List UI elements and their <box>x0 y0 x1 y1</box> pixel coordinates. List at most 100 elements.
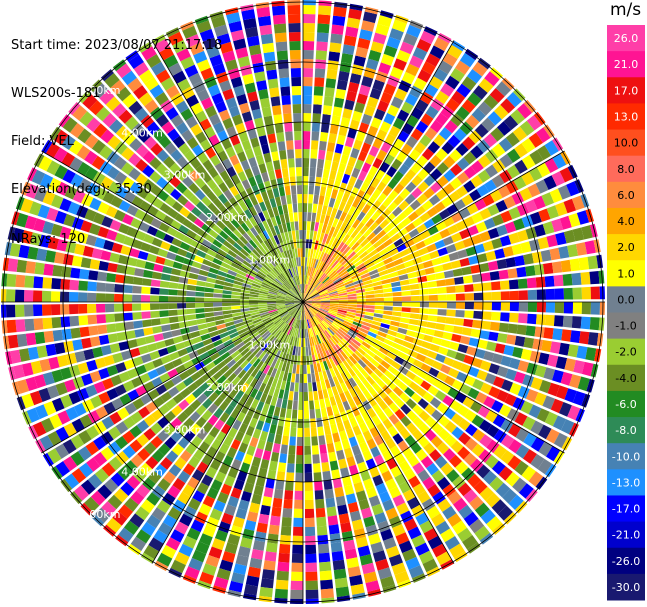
gate-cell <box>230 76 243 88</box>
gate-cell <box>217 150 229 162</box>
gate-cell <box>551 218 564 233</box>
gate-cell <box>547 382 560 397</box>
gate-cell <box>351 364 360 375</box>
gate-cell <box>305 562 318 572</box>
gate-cell <box>146 343 158 353</box>
gate-cell <box>358 498 370 511</box>
gate-cell <box>283 176 290 187</box>
gate-cell <box>135 230 147 241</box>
gate-cell <box>155 384 168 396</box>
gate-cell <box>126 204 139 217</box>
gate-cell <box>243 336 252 345</box>
gate-cell <box>411 534 426 548</box>
gate-cell <box>309 355 313 365</box>
gate-cell <box>437 286 447 294</box>
gate-cell <box>459 383 472 395</box>
gate-cell <box>222 294 232 299</box>
gate-cell <box>335 344 343 353</box>
gate-cell <box>90 490 106 506</box>
gate-cell <box>272 267 281 276</box>
gate-cell <box>347 299 357 302</box>
gate-cell <box>361 20 375 32</box>
gate-cell <box>386 166 397 178</box>
gate-cell <box>320 296 330 299</box>
gate-cell <box>293 239 297 249</box>
gate-cell <box>100 446 115 461</box>
gate-cell <box>382 384 393 395</box>
gate-cell <box>202 338 213 346</box>
gate-cell <box>307 275 312 285</box>
gate-cell <box>237 171 247 182</box>
gate-cell <box>145 456 159 470</box>
gate-cell <box>248 44 262 56</box>
gate-cell <box>105 96 121 112</box>
gate-cell <box>392 524 406 537</box>
gate-cell <box>287 279 294 288</box>
gate-cell <box>471 414 485 428</box>
gate-cell <box>401 101 414 114</box>
gate-cell <box>354 282 364 288</box>
gate-cell <box>205 361 216 371</box>
gate-cell <box>47 431 62 446</box>
gate-cell <box>272 497 283 508</box>
gate-cell <box>252 145 262 157</box>
gate-cell <box>348 239 357 248</box>
gate-cell <box>86 359 98 372</box>
gate-cell <box>431 513 446 527</box>
gate-cell <box>355 262 365 270</box>
gate-cell <box>72 339 83 351</box>
gate-cell <box>133 62 149 77</box>
gate-cell <box>520 241 532 254</box>
gate-cell <box>291 309 298 317</box>
gate-cell <box>261 281 271 288</box>
gate-cell <box>120 481 135 496</box>
gate-cell <box>377 411 388 422</box>
gate-cell <box>342 44 355 55</box>
gate-cell <box>217 270 228 277</box>
gate-cell <box>33 318 44 331</box>
gate-cell <box>449 149 463 162</box>
gate-cell <box>112 511 128 526</box>
gate-cell <box>138 221 150 233</box>
gate-cell <box>241 111 253 123</box>
gate-cell <box>349 574 363 586</box>
gate-cell <box>464 302 474 310</box>
gate-cell <box>314 490 324 500</box>
gate-cell <box>241 139 252 151</box>
gate-cell <box>232 419 242 431</box>
gate-cell <box>158 403 171 416</box>
gate-cell <box>546 446 561 462</box>
gate-cell <box>214 253 225 262</box>
gate-cell <box>204 312 215 318</box>
gate-cell <box>391 342 402 351</box>
gate-cell <box>338 303 348 307</box>
gate-cell <box>310 248 314 258</box>
gate-cell <box>233 162 244 174</box>
gate-cell <box>284 122 293 132</box>
gate-cell <box>353 279 363 285</box>
gate-cell <box>303 131 311 141</box>
gate-cell <box>433 330 444 338</box>
gate-cell <box>84 166 98 181</box>
gate-cell <box>564 388 577 403</box>
gate-cell <box>311 122 321 132</box>
gate-cell <box>430 435 443 448</box>
gate-cell <box>257 439 266 450</box>
gate-cell <box>208 391 219 403</box>
gate-cell <box>352 256 361 265</box>
gate-cell <box>519 120 535 136</box>
gate-cell <box>319 333 326 342</box>
gate-cell <box>335 229 343 240</box>
gate-cell <box>354 350 364 359</box>
gate-cell <box>446 302 457 309</box>
gate-cell <box>355 536 369 548</box>
gate-cell <box>492 214 504 226</box>
gate-cell <box>249 356 258 365</box>
gate-cell <box>242 260 252 268</box>
gate-cell <box>285 315 292 323</box>
gate-cell <box>334 97 345 108</box>
gate-cell <box>312 302 321 304</box>
gate-cell <box>281 312 289 319</box>
gate-cell <box>267 306 277 310</box>
gate-cell <box>207 403 218 414</box>
